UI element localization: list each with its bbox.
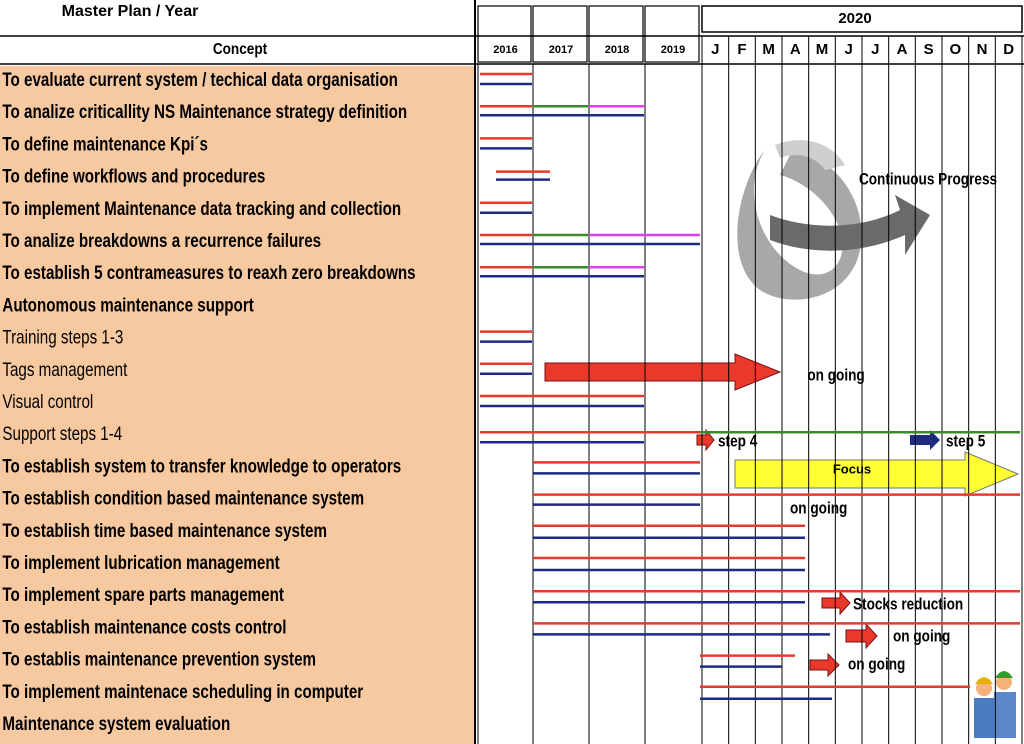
year-label: 2019 — [661, 44, 685, 56]
focus-label: Focus — [833, 461, 871, 476]
arrow — [910, 430, 940, 450]
concept-header: Concept — [213, 41, 267, 58]
arrow — [809, 652, 840, 678]
row-label: Training steps 1-3 — [2, 326, 123, 348]
year-label: 2018 — [605, 44, 629, 56]
month-label: N — [977, 41, 988, 58]
concept-column — [0, 66, 475, 744]
year-cell — [644, 5, 700, 63]
month-label: J — [871, 41, 879, 58]
row-label: To implement maintenace scheduling in co… — [2, 680, 363, 702]
row-label: Tags management — [2, 358, 127, 380]
tags-status: on going — [807, 366, 864, 385]
month-label: M — [762, 41, 775, 58]
month-label: M — [816, 41, 829, 58]
workers-icon — [966, 664, 1022, 742]
row-label: To implement spare parts management — [2, 584, 284, 606]
plan-title: Master Plan / Year — [62, 3, 199, 20]
year-group: 2020 — [838, 10, 871, 27]
focus-arrow — [734, 451, 1020, 497]
row-label: Maintenance system evaluation — [2, 712, 230, 734]
month-label: A — [897, 41, 908, 58]
stocks-label: Stocks reduction — [853, 595, 963, 614]
row-label: To analize criticallity NS Maintenance s… — [2, 101, 407, 123]
row-label: To establish 5 contrameasures to reaxh z… — [2, 262, 415, 284]
row-label: To analize breakdowns a recurrence failu… — [2, 229, 321, 251]
month-label: J — [844, 41, 852, 58]
month-label: O — [949, 41, 961, 58]
progress-graphic — [737, 140, 930, 300]
year-label: 2016 — [493, 44, 517, 56]
row-label: Visual control — [2, 390, 93, 412]
costs-status: on going — [893, 627, 950, 646]
month-label: F — [737, 41, 746, 58]
arrow — [821, 590, 851, 616]
row-label: To define workflows and procedures — [2, 165, 265, 187]
row-label: To establish condition based maintenance… — [2, 487, 364, 509]
row-label: To define maintenance Kpi´s — [2, 133, 208, 155]
year-cell — [532, 5, 588, 63]
prevention-status: on going — [848, 655, 905, 674]
row-label: To establish system to transfer knowledg… — [2, 455, 401, 477]
condition-status: on going — [790, 499, 847, 518]
row-label: To evaluate current system / techical da… — [2, 68, 397, 90]
row-label: Support steps 1-4 — [2, 423, 122, 445]
continuous-label: Continuous Progress — [859, 170, 997, 189]
row-label: To establish time based maintenance syst… — [2, 519, 327, 541]
row-label: Autonomous maintenance support — [2, 294, 254, 316]
arrow — [544, 353, 782, 391]
month-label: D — [1003, 41, 1014, 58]
row-label: To establis maintenance prevention syste… — [2, 648, 316, 670]
month-label: A — [790, 41, 801, 58]
month-label: S — [924, 41, 934, 58]
arrow — [696, 428, 715, 452]
row-label: To establish maintenance costs control — [2, 616, 286, 638]
month-label: J — [711, 41, 719, 58]
year-cell — [588, 5, 644, 63]
year-cell — [477, 5, 532, 63]
row-label: To implement Maintenance data tracking a… — [2, 197, 401, 219]
step4-label: step 4 — [718, 432, 758, 451]
step5-label: step 5 — [946, 432, 986, 451]
row-label: To implement lubrication management — [2, 551, 280, 573]
year-label: 2017 — [549, 44, 573, 56]
